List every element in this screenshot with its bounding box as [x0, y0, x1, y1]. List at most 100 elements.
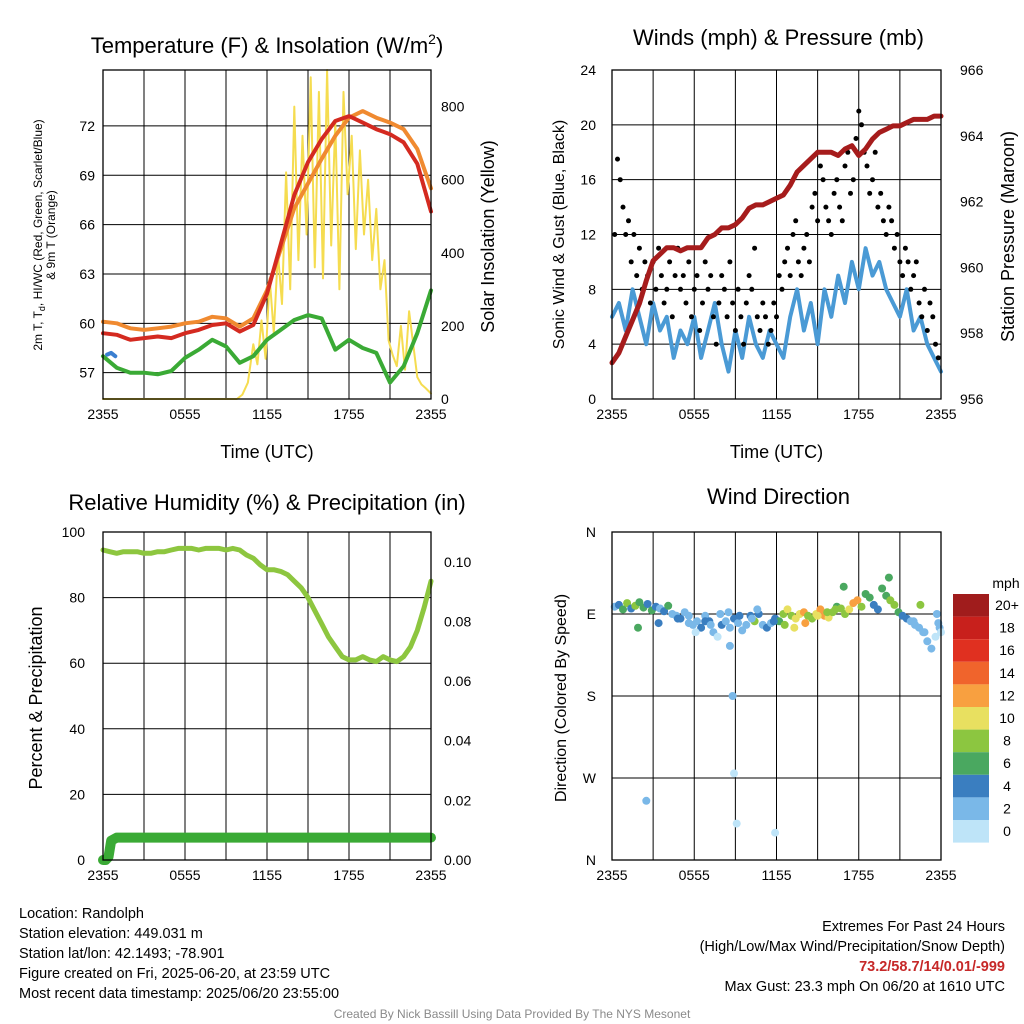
direction-point [823, 608, 832, 617]
gust-point [913, 259, 919, 265]
x-tick-label: 1155 [761, 406, 791, 422]
direction-point [873, 605, 882, 614]
extremes-values: 73.2/58.7/14/0.01/-999 [859, 959, 1005, 975]
direction-point [691, 628, 700, 637]
credit-line: Created By Nick Bassill Using Data Provi… [333, 1007, 691, 1021]
direction-point [865, 593, 874, 602]
x-tick-label: 2355 [925, 406, 956, 422]
gust-point [793, 218, 799, 224]
gust-point [853, 136, 859, 141]
direction-point [725, 641, 734, 650]
gust-point [727, 259, 733, 265]
series-heat_index_wind_chill [105, 350, 118, 359]
legend-label: 14 [999, 665, 1015, 681]
y-tick-label: 40 [69, 721, 85, 737]
gust-point [620, 204, 626, 210]
gust-point [642, 259, 648, 265]
direction-point [619, 605, 627, 614]
legend-label: 10 [999, 710, 1015, 726]
gust-point [823, 204, 829, 210]
legend-label: 4 [1003, 778, 1011, 794]
gust-point [774, 314, 779, 320]
y-tick-label: 20 [69, 786, 85, 802]
gust-point [828, 232, 834, 237]
series-t2m [101, 114, 433, 342]
direction-point [853, 596, 862, 605]
direction-point [701, 611, 710, 620]
gust-point [623, 232, 629, 237]
gust-point [891, 245, 897, 251]
gust-point [743, 300, 749, 306]
gust-point [864, 163, 870, 169]
gust-point [686, 259, 692, 265]
direction-point [927, 644, 936, 653]
x-tick-label: 1155 [761, 867, 791, 883]
plot-frame [102, 69, 432, 400]
gust-point [757, 328, 763, 333]
legend-swatch [953, 752, 989, 775]
gust-point [626, 218, 631, 224]
legend-label: 12 [999, 687, 1015, 703]
direction-point [780, 620, 789, 629]
gust-point [812, 190, 818, 196]
gust-point [831, 190, 837, 196]
extremes-title: Extremes For Past 24 Hours [822, 919, 1005, 935]
legend-swatch [953, 639, 989, 662]
chart-title: Wind Direction [707, 484, 850, 509]
station-info: Location: Randolph Station elevation: 44… [19, 904, 339, 1004]
direction-point [878, 584, 887, 593]
gust-point [647, 300, 653, 306]
gust-point [628, 259, 634, 265]
gust-point [612, 232, 618, 237]
gust-point [672, 273, 678, 279]
direction-point [643, 600, 652, 608]
gust-point [680, 273, 686, 279]
gust-point [776, 273, 782, 279]
gust-point [809, 204, 815, 210]
gust-point [806, 259, 812, 265]
gust-point [779, 286, 785, 292]
direction-point [734, 619, 743, 628]
gust-point [927, 300, 933, 306]
legend-label: 18 [999, 620, 1015, 636]
gust-point [735, 286, 741, 292]
gust-point [889, 218, 895, 224]
gust-point [837, 204, 843, 210]
gust-point [732, 328, 738, 333]
gust-point [801, 245, 807, 251]
x-tick-label: 0555 [679, 867, 710, 883]
station-latlon: Station lat/lon: 42.1493; -78.901 [19, 946, 225, 962]
gust-point [872, 149, 878, 155]
station-location: Location: Randolph [19, 906, 144, 922]
y2-tick-label: 600 [441, 172, 465, 188]
gust-point [933, 341, 938, 347]
gust-point [785, 245, 790, 251]
legend-label: 8 [1003, 733, 1011, 749]
direction-point [738, 626, 747, 635]
gust-point [905, 259, 911, 265]
gust-point [878, 190, 884, 196]
gust-point [658, 273, 664, 279]
y-tick-label: 20 [580, 117, 596, 133]
gust-point [730, 300, 736, 306]
gust-point [768, 328, 774, 333]
direction-point [642, 796, 651, 805]
y-axis-label: Sonic Wind & Gust (Blue, Black) [551, 120, 568, 349]
gust-point [719, 273, 725, 279]
gust-point [804, 232, 810, 237]
y-tick-label: 66 [79, 217, 95, 233]
y-tick-label: 0 [588, 391, 596, 407]
gust-point [922, 286, 927, 292]
gust-point [790, 232, 796, 237]
direction-point [801, 619, 810, 628]
x-tick-label: 2355 [596, 867, 627, 883]
direction-point [673, 614, 682, 623]
gust-point [697, 328, 703, 333]
gust-point [694, 273, 700, 279]
gust-point [883, 232, 889, 237]
gust-point [834, 177, 840, 183]
direction-point [923, 637, 932, 646]
y-axis-label: 2m T, Td, HI/WC (Red, Green, Scarlet/Blu… [31, 119, 47, 350]
gust-point [820, 177, 826, 183]
y-tick-label: W [583, 770, 597, 786]
